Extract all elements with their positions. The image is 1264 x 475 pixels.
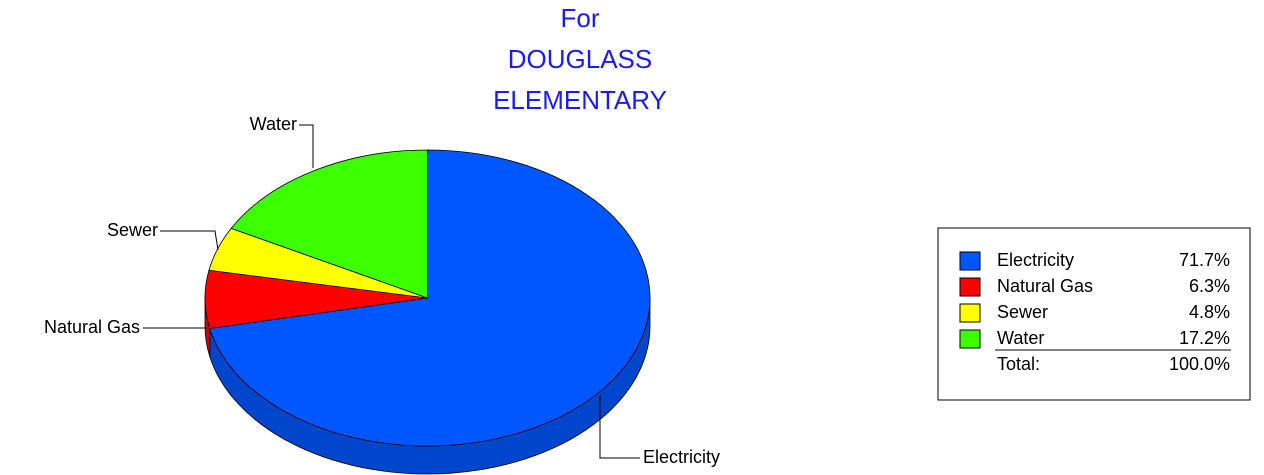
legend-swatch (959, 303, 981, 323)
pie-slice (230, 149, 428, 299)
legend-value: 71.7% (1179, 250, 1230, 270)
chart-title: For (561, 3, 600, 33)
legend-value: 4.8% (1189, 302, 1230, 322)
legend-label: Natural Gas (997, 276, 1093, 296)
legend-swatch (959, 277, 981, 297)
chart-title: ELEMENTARY (493, 85, 667, 115)
slice-label: Water (250, 114, 297, 134)
leader-line (599, 395, 640, 459)
legend-label: Sewer (997, 302, 1048, 322)
leader-line (299, 124, 314, 168)
legend-label: Water (997, 328, 1044, 348)
legend-swatch (959, 329, 981, 349)
legend-label: Electricity (997, 250, 1074, 270)
legend-value: 6.3% (1189, 276, 1230, 296)
slice-label: Electricity (643, 447, 720, 467)
legend-total-value: 100.0% (1169, 354, 1230, 374)
chart-title: DOUGLASS (508, 44, 653, 74)
leader-line (160, 230, 219, 251)
legend-swatch (959, 251, 981, 271)
pie-slice (209, 149, 651, 447)
slice-label: Natural Gas (44, 317, 140, 337)
legend-box (937, 227, 1251, 401)
slice-label: Sewer (107, 220, 158, 240)
legend-total-label: Total: (997, 354, 1040, 374)
legend-value: 17.2% (1179, 328, 1230, 348)
